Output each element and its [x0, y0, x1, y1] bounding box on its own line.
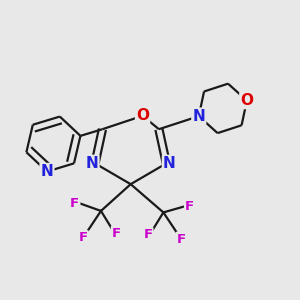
Text: F: F — [112, 227, 121, 240]
Text: N: N — [86, 156, 98, 171]
Text: O: O — [136, 108, 149, 123]
Text: O: O — [240, 93, 253, 108]
Text: F: F — [185, 200, 194, 213]
Text: F: F — [70, 197, 80, 210]
Text: N: N — [163, 156, 176, 171]
Text: F: F — [79, 231, 88, 244]
Text: F: F — [177, 233, 186, 246]
Text: F: F — [143, 228, 152, 241]
Text: N: N — [192, 109, 205, 124]
Text: N: N — [40, 164, 53, 179]
